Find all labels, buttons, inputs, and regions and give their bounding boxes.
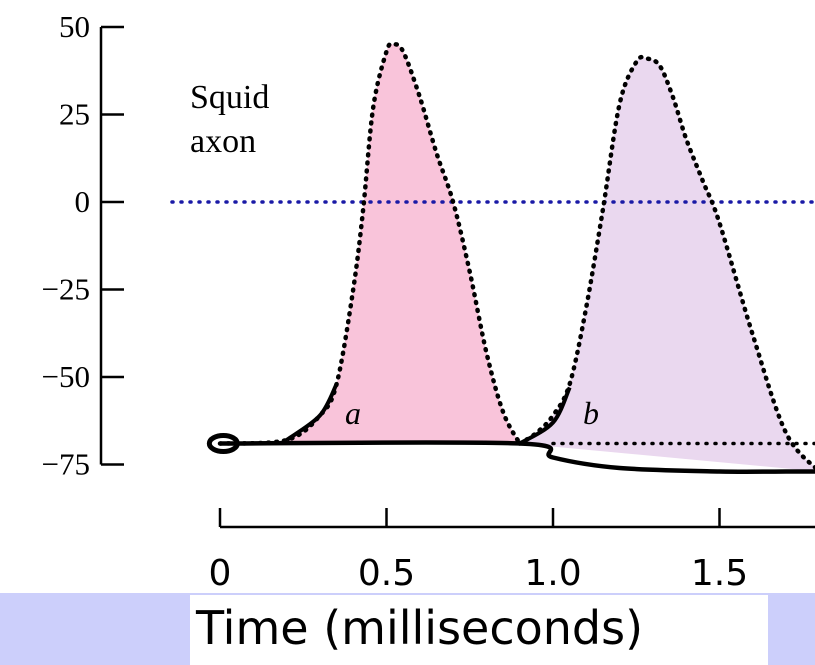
series-fill-b (519, 57, 815, 472)
annotation-line-1: Squid (190, 79, 269, 116)
y-tick-label: −50 (42, 359, 90, 394)
onset-solid-b (518, 386, 572, 446)
x-tick-label: 0.5 (358, 553, 415, 594)
x-tick-label: 0 (209, 553, 232, 594)
y-tick-label: 25 (59, 97, 90, 132)
x-axis: 0 0.5 1.0 1.5 (209, 508, 815, 594)
x-axis-label-box (190, 595, 768, 665)
y-tick-label: −75 (42, 447, 90, 482)
y-axis: 50 25 0 −25 −50 −75 (42, 9, 124, 482)
series-fill-a (220, 43, 520, 444)
annotation-line-2: axon (190, 123, 256, 160)
series-curve-b (517, 54, 815, 471)
baseline-trace (219, 440, 815, 475)
curve-label-b: b (583, 395, 599, 431)
x-tick-label: 1.5 (691, 553, 748, 594)
area-fills (220, 43, 815, 472)
onset-solid-a (285, 383, 339, 442)
curve-label-a: a (345, 395, 361, 431)
x-axis-label: Time (milliseconds) (196, 601, 644, 655)
reference-lines (170, 200, 815, 446)
chart-annotations: Squid axon a b (190, 79, 599, 431)
y-tick-label: 50 (59, 9, 90, 44)
x-tick-label: 1.0 (524, 553, 581, 594)
y-tick-label: −25 (42, 272, 90, 307)
y-tick-label: 0 (75, 184, 91, 219)
data-curves (206, 41, 815, 475)
trace-start-loop (206, 433, 240, 454)
